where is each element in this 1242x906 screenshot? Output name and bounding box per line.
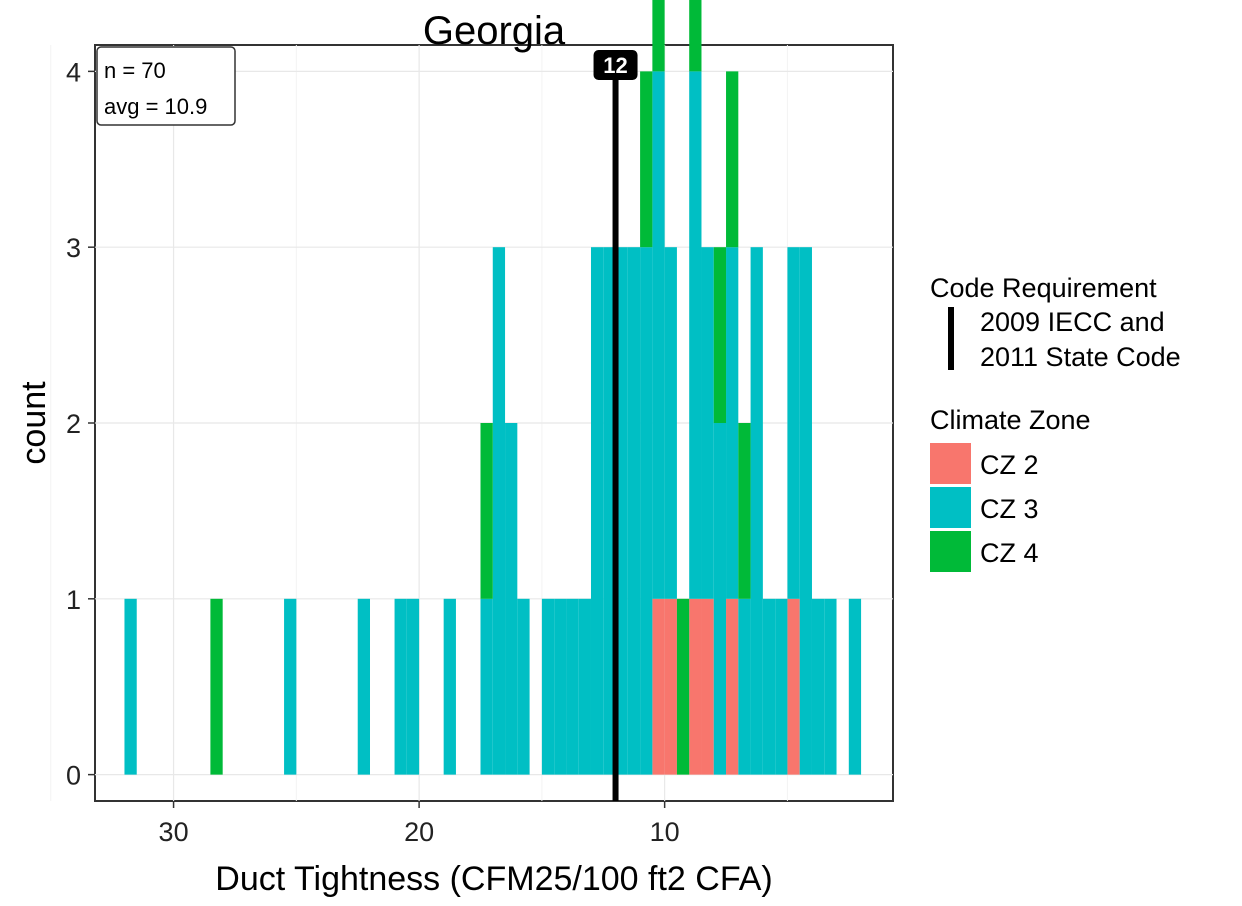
y-tick-label: 2 (66, 409, 81, 439)
bar-cz3 (505, 423, 518, 775)
bar-cz3 (124, 598, 137, 775)
bar-cz3 (799, 247, 812, 775)
legend-label-cz4: CZ 4 (980, 538, 1039, 568)
bar-cz3 (627, 247, 641, 775)
bar-cz3 (664, 247, 677, 599)
x-tick-label: 20 (404, 817, 434, 847)
legend-swatch-cz2 (930, 443, 971, 484)
reference-label: 12 (603, 53, 627, 78)
reference-label-box (593, 50, 638, 80)
bar-cz2 (689, 598, 702, 775)
chart-title: Georgia (423, 9, 566, 53)
axes-group: 30 20 10 0 1 2 3 4 (66, 57, 680, 847)
bar-cz3 (811, 598, 825, 775)
bar-cz4 (738, 423, 751, 599)
bar-cz3 (406, 598, 420, 775)
bar-cz3 (701, 247, 714, 599)
stats-avg: avg = 10.9 (104, 94, 207, 119)
bar-cz3 (554, 598, 567, 775)
bar-cz4 (726, 71, 739, 248)
bar-cz3 (652, 71, 665, 599)
legend: Code Requirement 2009 IECC and 2011 State … (930, 273, 1181, 572)
x-tick-label: 10 (650, 817, 680, 847)
bar-cz3 (713, 423, 727, 775)
legend-code-entry-line1: 2009 IECC and (980, 307, 1165, 337)
stats-box: n = 70 avg = 10.9 (96, 46, 236, 126)
bar-cz4 (652, 0, 665, 72)
bar-cz3 (578, 598, 591, 775)
bar-cz3 (762, 598, 776, 775)
legend-label-cz3: CZ 3 (980, 494, 1039, 524)
bar-cz4 (676, 598, 690, 775)
bar-cz2 (726, 598, 739, 775)
x-tick-label: 30 (159, 817, 189, 847)
legend-zone-title: Climate Zone (930, 405, 1091, 435)
bar-cz2 (664, 598, 677, 775)
bar-cz3 (590, 247, 604, 775)
y-tick-label: 1 (66, 585, 81, 615)
bar-cz2 (652, 598, 665, 775)
bar-cz2 (787, 598, 800, 775)
bar-cz4 (689, 0, 702, 72)
bar-cz3 (480, 598, 493, 775)
bar-cz3 (640, 247, 653, 775)
legend-label-cz2: CZ 2 (980, 450, 1039, 480)
bar-cz3 (443, 598, 456, 775)
bar-cz3 (738, 598, 751, 775)
y-tick-label: 3 (66, 233, 81, 263)
bar-cz4 (713, 247, 727, 423)
bar-cz3 (824, 598, 837, 775)
legend-swatch-cz4 (930, 531, 971, 572)
bar-cz2 (701, 598, 714, 775)
y-tick-label: 4 (66, 57, 81, 87)
bar-cz3 (357, 598, 371, 775)
y-axis-label: count (15, 381, 53, 465)
y-tick-label: 0 (66, 761, 81, 791)
bar-cz4 (480, 423, 493, 599)
bar-cz3 (689, 71, 702, 599)
bar-cz3 (284, 598, 297, 775)
bar-cz4 (640, 71, 653, 248)
legend-swatch-cz3 (930, 487, 971, 528)
x-axis-label: Duct Tightness (CFM25/100 ft2 CFA) (215, 860, 772, 898)
bar-cz3 (750, 247, 763, 775)
reference-line-group: 12 (593, 50, 638, 801)
bar-cz3 (775, 598, 788, 775)
legend-code-title: Code Requirement (930, 273, 1157, 303)
bar-cz3 (566, 598, 579, 775)
bar-cz3 (492, 247, 506, 775)
bar-cz3 (603, 247, 616, 775)
bar-cz3 (787, 247, 800, 599)
bar-cz4 (210, 598, 223, 775)
stats-box-frame (96, 46, 236, 126)
bar-cz3 (615, 247, 628, 775)
bar-cz3 (726, 247, 739, 599)
bar-cz3 (848, 598, 862, 775)
bar-cz3 (517, 598, 530, 775)
legend-code-entry-line2: 2011 State Code (980, 342, 1181, 372)
stats-n: n = 70 (104, 58, 166, 83)
bars-layer (124, 0, 862, 775)
bar-cz3 (394, 598, 407, 775)
bar-cz3 (541, 598, 555, 775)
